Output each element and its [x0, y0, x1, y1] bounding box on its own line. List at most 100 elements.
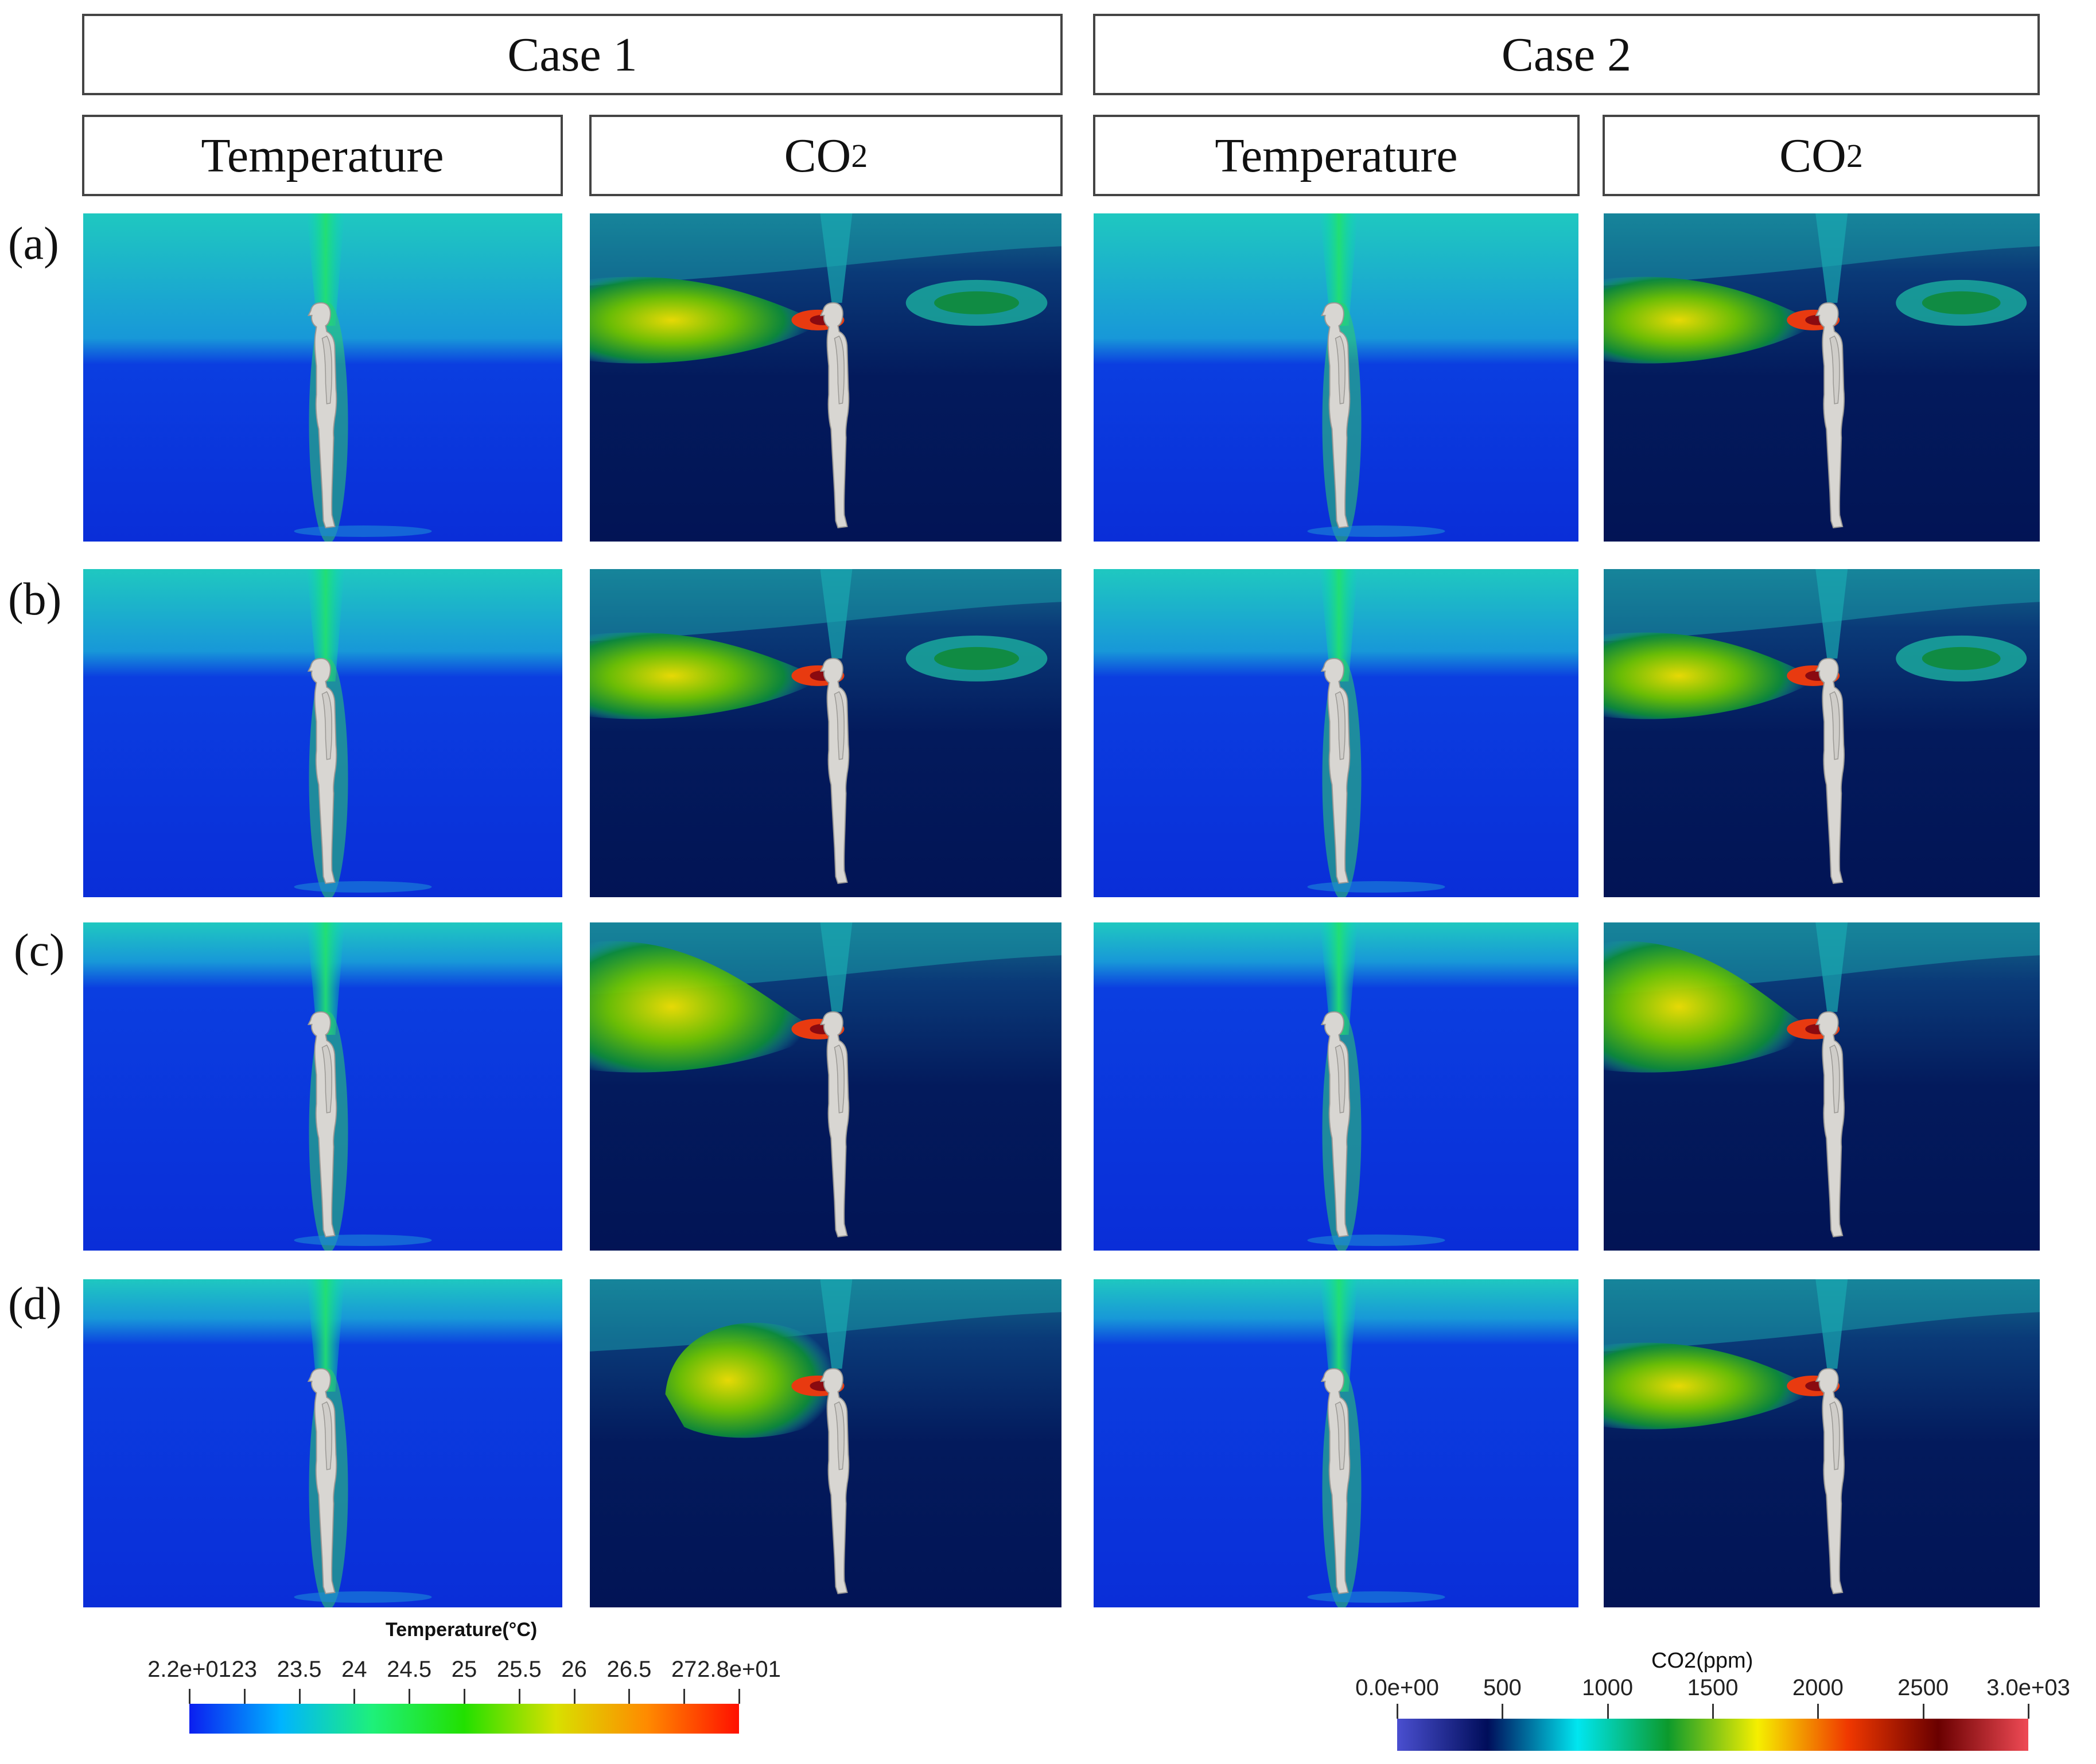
- manikin-arm: [834, 691, 845, 760]
- colorbar-tick: [298, 1689, 301, 1704]
- temperature-field-plot: [1094, 922, 1578, 1251]
- human-manikin: [1815, 302, 1845, 528]
- thermal-plume: [820, 569, 853, 659]
- manikin-arm: [834, 1401, 845, 1470]
- exhaled-co2-cloud: [1604, 632, 1819, 719]
- manikin-arm: [834, 335, 845, 404]
- colorbar-tick: [1607, 1704, 1609, 1719]
- downstream-co2-core: [1922, 647, 2001, 670]
- manikin-arm: [1829, 1401, 1840, 1470]
- thermal-plume: [306, 1279, 345, 1392]
- manikin-arm: [1335, 335, 1346, 404]
- thermal-plume: [820, 922, 853, 1012]
- case-1-header: Case 1: [82, 14, 1063, 95]
- colorbar-tick-label: 27: [671, 1657, 697, 1682]
- temperature-field-plot: [83, 213, 562, 542]
- header-text: Temperature: [201, 128, 444, 182]
- thermal-plume: [1815, 1279, 1848, 1369]
- row-label-d: (d): [8, 1279, 62, 1329]
- downstream-co2-core: [934, 291, 1020, 314]
- colorbar-tick-label: 24.5: [387, 1657, 432, 1682]
- case-1-temperature-header: Temperature: [82, 115, 563, 196]
- colorbar-tick: [409, 1689, 411, 1704]
- exhaled-co2-cloud: [1604, 1342, 1819, 1430]
- colorbar-tick: [518, 1689, 520, 1704]
- temperature-colorbar-title: Temperature(°C): [386, 1619, 538, 1641]
- temperature-panel-row-1-col-2: [1094, 569, 1578, 897]
- temperature-field-plot: [1094, 1279, 1578, 1607]
- thermal-plume: [1320, 1279, 1358, 1392]
- thermal-plume: [1815, 569, 1848, 659]
- co2-field-plot: [1604, 1279, 2040, 1607]
- human-manikin: [1815, 657, 1845, 884]
- row-label-a: (a): [8, 219, 59, 269]
- co2-panel-row-2-col-3: [1604, 922, 2040, 1251]
- temperature-panel-row-0-col-0: [83, 213, 562, 542]
- thermal-plume: [820, 1279, 853, 1369]
- temperature-colorbar: [189, 1704, 739, 1734]
- case-1-co2-header: CO 2: [589, 115, 1063, 196]
- case-2-temperature-header: Temperature: [1093, 115, 1580, 196]
- exhaled-co2-cloud: [590, 632, 824, 719]
- manikin-arm: [1335, 691, 1346, 760]
- co2-panel-row-0-col-1: [590, 213, 1061, 542]
- manikin-arm: [834, 1044, 845, 1113]
- manikin-arm: [321, 335, 332, 404]
- colorbar-tick: [628, 1689, 631, 1704]
- exhaled-co2-cloud: [590, 941, 824, 1073]
- co2-field-plot: [1604, 922, 2040, 1251]
- row-label-b: (b): [8, 574, 62, 625]
- temperature-field-plot: [83, 569, 562, 897]
- colorbar-tick-label: 500: [1483, 1675, 1522, 1700]
- human-manikin: [1320, 657, 1351, 884]
- temperature-field-plot: [1094, 569, 1578, 897]
- temperature-panel-row-2-col-2: [1094, 922, 1578, 1251]
- floor-warm-streak: [1307, 525, 1445, 537]
- thermal-plume: [1815, 213, 1848, 303]
- header-text: CO: [1779, 128, 1846, 182]
- colorbar-tick-label: 24: [341, 1657, 367, 1682]
- human-manikin: [307, 1011, 337, 1237]
- downstream-co2-core: [934, 647, 1020, 670]
- floor-warm-streak: [294, 525, 432, 537]
- human-manikin: [819, 1368, 850, 1594]
- manikin-arm: [1335, 1044, 1346, 1113]
- colorbar-tick-label: 26: [561, 1657, 587, 1682]
- co2-panel-row-3-col-3: [1604, 1279, 2040, 1607]
- colorbar-tick-label: 2.8e+01: [697, 1657, 781, 1682]
- floor-warm-streak: [294, 1235, 432, 1246]
- temperature-panel-row-3-col-0: [83, 1279, 562, 1607]
- manikin-arm: [321, 1044, 332, 1113]
- thermal-plume: [820, 213, 853, 303]
- co2-field-plot: [590, 569, 1061, 897]
- co2-panel-row-1-col-3: [1604, 569, 2040, 897]
- case-2-co2-header: CO 2: [1603, 115, 2040, 196]
- manikin-arm: [1829, 335, 1840, 404]
- temperature-field-plot: [83, 922, 562, 1251]
- floor-warm-streak: [294, 881, 432, 893]
- header-subscript: 2: [851, 137, 868, 174]
- co2-field-plot: [1604, 213, 2040, 542]
- human-manikin: [819, 657, 850, 884]
- temperature-field-plot: [83, 1279, 562, 1607]
- co2-field-plot: [1604, 569, 2040, 897]
- manikin-arm: [1335, 1401, 1346, 1470]
- colorbar-tick: [464, 1689, 465, 1704]
- co2-panel-row-2-col-1: [590, 922, 1061, 1251]
- colorbar-tick-label: 2500: [1897, 1675, 1949, 1700]
- colorbar-tick-label: 25: [451, 1657, 477, 1682]
- downstream-co2-core: [1922, 291, 2001, 314]
- colorbar-tick: [1922, 1704, 1924, 1719]
- header-subscript: 2: [1846, 137, 1863, 174]
- thermal-plume: [1815, 922, 1848, 1012]
- thermal-plume: [1320, 922, 1358, 1035]
- colorbar-tick-label: 26.5: [606, 1657, 652, 1682]
- colorbar-tick-label: 0.0e+00: [1355, 1675, 1439, 1700]
- co2-field-plot: [590, 1279, 1061, 1607]
- human-manikin: [819, 302, 850, 528]
- human-manikin: [1320, 1368, 1351, 1594]
- colorbar-tick-label: 3.0e+03: [1986, 1675, 2070, 1700]
- header-text: Temperature: [1215, 128, 1458, 182]
- co2-panel-row-1-col-1: [590, 569, 1061, 897]
- colorbar-tick-label: 1000: [1582, 1675, 1634, 1700]
